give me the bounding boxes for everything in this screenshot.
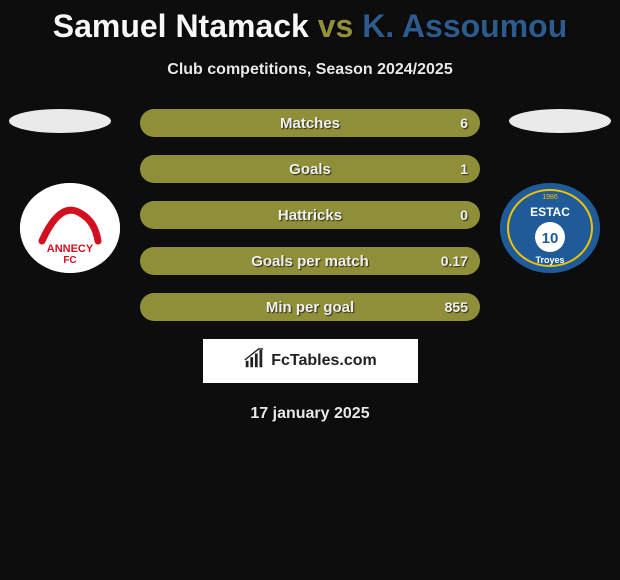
date-label: 17 january 2025 bbox=[0, 405, 620, 423]
brand-name: FcTables.com bbox=[271, 352, 377, 370]
vs-label: vs bbox=[318, 8, 354, 44]
club-right-text-bottom: Troyes bbox=[535, 255, 564, 265]
player1-club-badge: ANNECY FC bbox=[20, 183, 120, 273]
stat-label: Matches bbox=[140, 109, 480, 137]
stat-label: Goals per match bbox=[140, 247, 480, 275]
comparison-title: Samuel Ntamack vs K. Assoumou bbox=[0, 0, 620, 45]
stat-value-right: 0.17 bbox=[441, 247, 468, 275]
chart-icon bbox=[243, 348, 265, 375]
player1-avatar bbox=[9, 109, 111, 133]
stat-bar-hattricks: Hattricks 0 bbox=[140, 201, 480, 229]
brand-box[interactable]: FcTables.com bbox=[203, 339, 418, 383]
stat-label: Min per goal bbox=[140, 293, 480, 321]
stat-bar-goals: Goals 1 bbox=[140, 155, 480, 183]
stat-bar-min-per-goal: Min per goal 855 bbox=[140, 293, 480, 321]
stat-label: Goals bbox=[140, 155, 480, 183]
content-area: ANNECY FC 1986 ESTAC 10 Troyes Matches 6… bbox=[0, 109, 620, 423]
club-right-text-top: ESTAC bbox=[530, 205, 570, 219]
stat-label: Hattricks bbox=[140, 201, 480, 229]
player2-avatar bbox=[509, 109, 611, 133]
club-right-year: 1986 bbox=[542, 194, 558, 201]
subtitle: Club competitions, Season 2024/2025 bbox=[0, 61, 620, 79]
club-left-text-bottom: FC bbox=[63, 255, 76, 266]
stat-value-right: 0 bbox=[460, 201, 468, 229]
stat-bar-goals-per-match: Goals per match 0.17 bbox=[140, 247, 480, 275]
player2-name: K. Assoumou bbox=[362, 8, 567, 44]
stat-value-right: 6 bbox=[460, 109, 468, 137]
stat-bar-matches: Matches 6 bbox=[140, 109, 480, 137]
club-right-number: 10 bbox=[542, 230, 559, 247]
player1-name: Samuel Ntamack bbox=[53, 8, 309, 44]
club-left-text-top: ANNECY bbox=[47, 243, 94, 255]
stat-bars: Matches 6 Goals 1 Hattricks 0 Goals per … bbox=[140, 109, 480, 321]
stat-value-right: 855 bbox=[445, 293, 468, 321]
stat-value-right: 1 bbox=[460, 155, 468, 183]
player2-club-badge: 1986 ESTAC 10 Troyes bbox=[500, 183, 600, 273]
